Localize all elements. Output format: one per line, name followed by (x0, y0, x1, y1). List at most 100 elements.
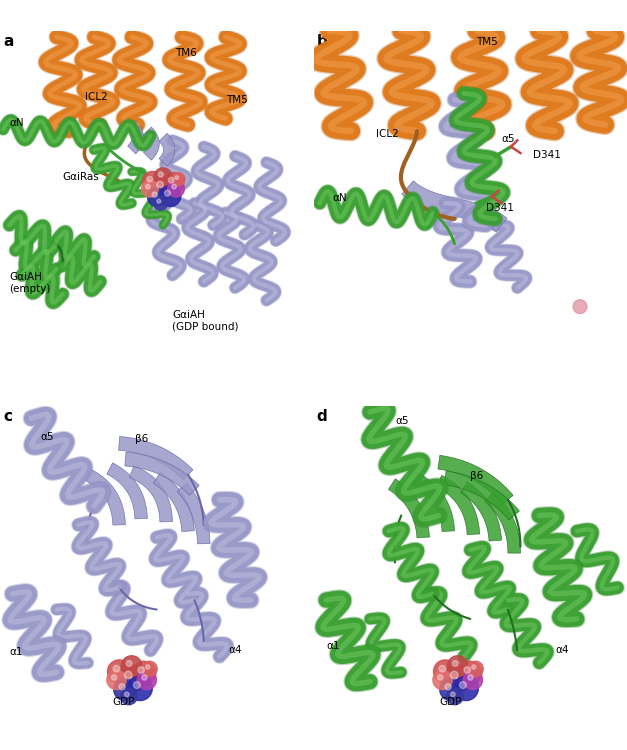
Polygon shape (128, 121, 144, 154)
Circle shape (142, 662, 157, 676)
Circle shape (125, 692, 129, 697)
Circle shape (440, 679, 462, 700)
Text: TM5: TM5 (226, 94, 248, 105)
Circle shape (164, 172, 184, 193)
Circle shape (460, 682, 466, 688)
Circle shape (154, 168, 172, 186)
Circle shape (451, 692, 455, 697)
Polygon shape (85, 470, 125, 525)
Text: a: a (3, 34, 14, 49)
Text: TM5: TM5 (477, 37, 498, 46)
Circle shape (168, 180, 184, 197)
Circle shape (573, 300, 587, 313)
Polygon shape (389, 478, 429, 538)
Circle shape (468, 675, 473, 680)
Circle shape (172, 184, 176, 189)
Text: ICL2: ICL2 (376, 129, 399, 140)
Polygon shape (461, 482, 502, 541)
Circle shape (453, 676, 478, 700)
Text: c: c (3, 409, 12, 424)
Text: d: d (317, 409, 327, 424)
Circle shape (448, 656, 468, 676)
Circle shape (145, 664, 150, 669)
Circle shape (138, 667, 144, 674)
Circle shape (107, 670, 126, 689)
Text: D341: D341 (533, 149, 561, 160)
Circle shape (464, 667, 470, 674)
Text: αN: αN (9, 118, 24, 128)
Circle shape (118, 664, 145, 692)
Polygon shape (107, 463, 147, 519)
Polygon shape (125, 452, 199, 495)
Circle shape (127, 676, 152, 700)
Circle shape (157, 200, 161, 203)
Circle shape (463, 670, 483, 689)
Circle shape (458, 662, 482, 685)
Polygon shape (154, 472, 194, 532)
Circle shape (145, 184, 150, 189)
Text: b: b (317, 34, 327, 49)
Text: α1: α1 (326, 640, 340, 650)
Circle shape (152, 192, 157, 197)
Text: GαiAH
(empty): GαiAH (empty) (9, 272, 51, 294)
Polygon shape (119, 436, 193, 479)
Circle shape (132, 662, 155, 685)
Polygon shape (444, 471, 519, 520)
Circle shape (446, 688, 463, 705)
Polygon shape (159, 134, 175, 166)
Text: α4: α4 (555, 645, 569, 656)
Circle shape (121, 656, 142, 676)
Circle shape (450, 671, 458, 679)
Circle shape (137, 670, 157, 689)
Polygon shape (485, 492, 520, 554)
Circle shape (126, 661, 132, 667)
Circle shape (158, 172, 163, 177)
Text: ICL2: ICL2 (85, 92, 107, 101)
Circle shape (468, 662, 483, 676)
Circle shape (159, 185, 181, 206)
Text: GαiAH
(GDP bound): GαiAH (GDP bound) (172, 310, 239, 332)
Polygon shape (144, 127, 159, 160)
Circle shape (154, 196, 168, 210)
Circle shape (112, 675, 117, 680)
Circle shape (452, 661, 458, 667)
Circle shape (445, 684, 451, 690)
Circle shape (472, 664, 476, 669)
Text: α5: α5 (395, 416, 409, 427)
Text: β6: β6 (135, 433, 148, 444)
Circle shape (164, 190, 171, 196)
Circle shape (439, 665, 446, 672)
Circle shape (142, 172, 162, 192)
Circle shape (175, 176, 179, 179)
Circle shape (147, 176, 152, 182)
Text: β6: β6 (470, 471, 483, 482)
Circle shape (119, 684, 125, 690)
Text: α5: α5 (502, 134, 515, 144)
Circle shape (172, 172, 185, 186)
Circle shape (433, 670, 452, 689)
Polygon shape (436, 476, 480, 535)
Polygon shape (177, 483, 210, 544)
Polygon shape (438, 455, 513, 504)
Circle shape (151, 176, 175, 200)
Circle shape (434, 660, 457, 683)
Circle shape (107, 660, 131, 683)
Polygon shape (411, 472, 455, 532)
Circle shape (120, 688, 137, 705)
Text: TM6: TM6 (176, 48, 198, 58)
Text: GDP: GDP (113, 697, 135, 707)
Text: α5: α5 (41, 432, 55, 442)
Circle shape (444, 664, 472, 692)
Text: αN: αN (332, 194, 347, 203)
Circle shape (113, 679, 136, 700)
Text: α1: α1 (9, 646, 23, 657)
Circle shape (124, 671, 132, 679)
Circle shape (438, 675, 443, 680)
Circle shape (142, 675, 147, 680)
Text: D341: D341 (486, 203, 514, 213)
Circle shape (169, 177, 174, 183)
Text: GαiRas: GαiRas (63, 172, 100, 182)
Text: GDP: GDP (439, 697, 461, 707)
Circle shape (157, 182, 164, 188)
Circle shape (147, 188, 167, 206)
